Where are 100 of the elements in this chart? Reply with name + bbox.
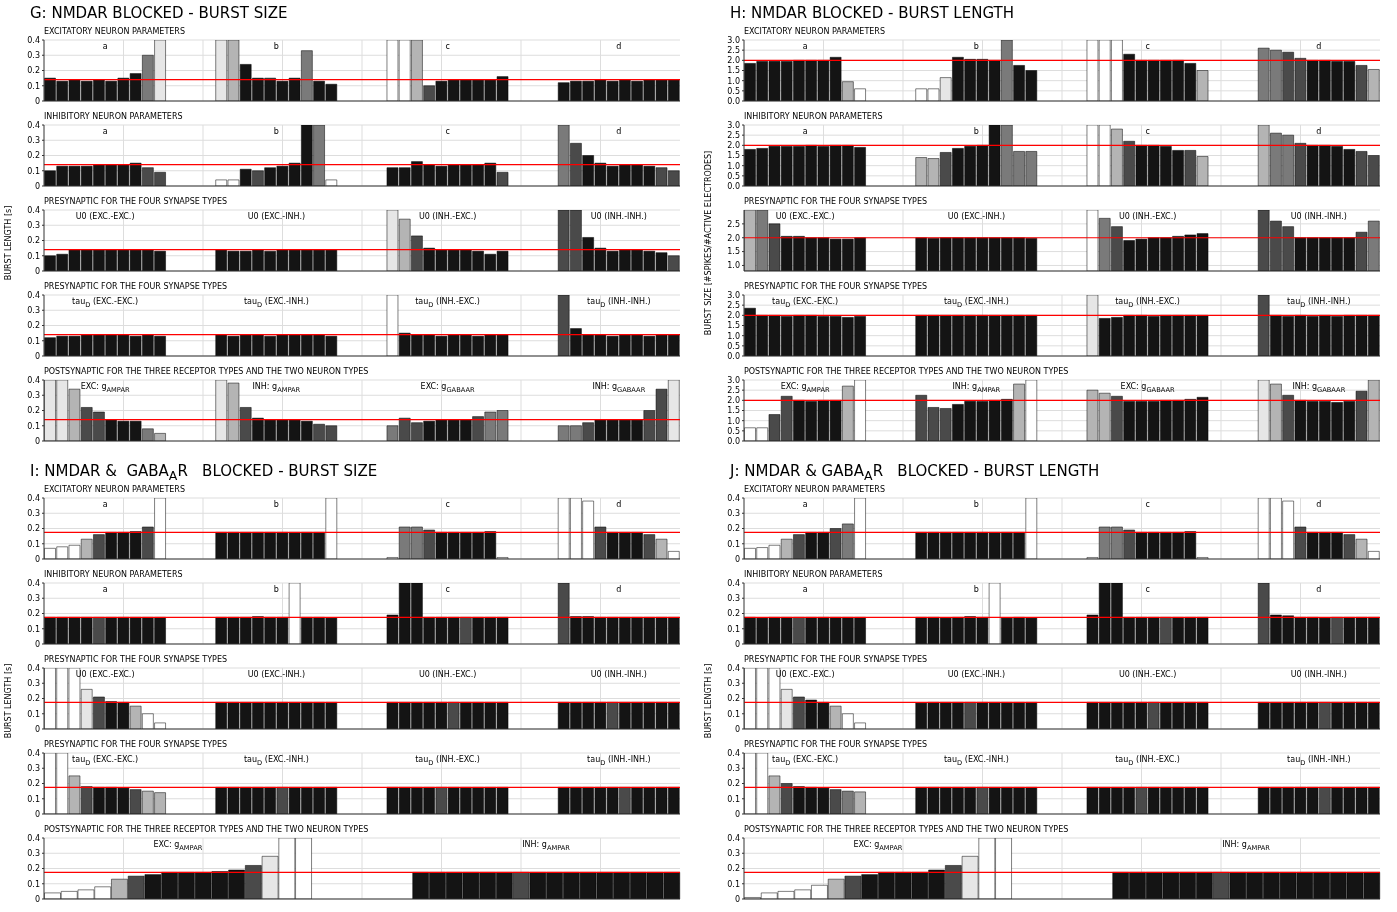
y-axis-title: BURST SIZE [#SPIKES/#ACTIVE ELECTRODES] [703,150,713,336]
annotation: U0 (INH.-EXC.) [417,212,478,221]
y-tick-label: 1.5 [727,151,740,161]
annotation: INH: g$_{AMPAR}$ [951,382,1002,394]
annotation: tau$_{D}$ (EXC.-EXC.) [71,297,140,309]
annotation: U0 (INH.-EXC.) [1117,670,1178,679]
chart-title: PRESYNAPTIC FOR THE FOUR SYNAPSE TYPES [744,197,928,206]
annotation: a [801,500,809,509]
y-tick-label: 2.5 [727,386,740,396]
y-tick-label: 0.2 [727,779,740,789]
y-tick-label: 0.3 [27,221,40,231]
y-tick-label: 1.5 [727,406,740,416]
y-tick-label: 0.2 [27,779,40,789]
y-tick-label: 0.2 [27,694,40,704]
y-tick-label: 0.4 [27,748,40,758]
annotation: EXC: g$_{GABAAR}$ [1119,382,1176,394]
y-tick-label: 2.0 [727,56,740,66]
y-tick-label: 0 [34,351,40,361]
y-tick-label: 0 [34,96,40,106]
y-tick-label: 0.2 [27,609,40,619]
annotation: a [101,42,109,51]
y-tick-label: 0.3 [727,679,740,689]
annotation: c [1144,500,1151,509]
y-tick-label: 0.5 [727,341,740,351]
annotation: a [801,585,809,594]
annotation: a [801,127,809,136]
y-tick-label: 3.0 [727,375,740,385]
y-tick-label: 0.3 [27,764,40,774]
annotation: tau$_{D}$ (INH.-INH.) [586,755,652,767]
y-tick-label: 0.4 [727,578,740,588]
annotation: c [1144,585,1151,594]
annotation: EXC: g$_{AMPAR}$ [852,840,904,852]
chart-title: POSTSYNAPTIC FOR THE THREE RECEPTOR TYPES AND THE TWO NEURON TYPES [44,367,369,376]
y-tick-label: 0 [34,809,40,819]
annotation: tau$_{D}$ (EXC.-EXC.) [71,755,140,767]
y-tick-label: 0 [34,436,40,446]
annotation: c [444,585,451,594]
annotation: U0 (EXC.-INH.) [246,670,307,679]
chart-title: PRESYNAPTIC FOR THE FOUR SYNAPSE TYPES [744,740,928,749]
y-tick-label: 0.2 [727,864,740,874]
annotation: a [101,585,109,594]
y-tick-label: 0.4 [727,493,740,503]
y-tick-label: 0.4 [27,663,40,673]
y-tick-label: 0.1 [27,251,40,261]
annotation: INH: g$_{AMPAR}$ [1221,840,1271,852]
y-tick-label: 0 [734,809,740,819]
y-tick-label: 0.4 [27,493,40,503]
chart-title: INHIBITORY NEURON PARAMETERS [44,112,183,121]
annotation: U0 (EXC.-EXC.) [774,670,836,679]
y-tick-label: 0.1 [27,421,40,431]
annotation: c [444,42,451,51]
y-tick-label: 2.5 [727,219,740,229]
annotation: c [1144,42,1151,51]
y-tick-label: 0.0 [727,96,740,106]
chart-title: INHIBITORY NEURON PARAMETERS [44,570,183,579]
annotation: b [972,585,980,594]
y-tick-label: 0.4 [727,748,740,758]
annotation: INH: g$_{GABAAR}$ [591,382,647,394]
annotation: tau$_{D}$ (INH.-EXC.) [1114,755,1181,767]
chart-title: PRESYNAPTIC FOR THE FOUR SYNAPSE TYPES [44,655,228,664]
y-axis-title: BURST LENGTH [s] [3,205,13,281]
y-tick-label: 0.1 [27,336,40,346]
y-tick-label: 0 [734,639,740,649]
annotation: tau$_{D}$ (INH.-INH.) [586,297,652,309]
chart-subtitle: EXCITATORY NEURON PARAMETERS [744,27,885,36]
y-tick-label: 0.4 [27,35,40,45]
annotation: b [272,500,280,509]
y-tick-label: 0.1 [27,539,40,549]
chart-title: G: NMDAR BLOCKED - BURST SIZE [30,4,288,22]
y-tick-label: 0.2 [727,609,740,619]
annotation: U0 (EXC.-EXC.) [74,670,136,679]
annotation: EXC: g$_{AMPAR}$ [779,382,831,394]
chart-title: PRESYNAPTIC FOR THE FOUR SYNAPSE TYPES [44,740,228,749]
annotation: tau$_{D}$ (EXC.-EXC.) [771,297,840,309]
annotation: tau$_{D}$ (EXC.-INH.) [943,297,1010,309]
annotation: INH: g$_{AMPAR}$ [521,840,571,852]
y-tick-label: 0.4 [727,833,740,843]
y-tick-label: 0 [34,554,40,564]
annotation: tau$_{D}$ (INH.-INH.) [1286,297,1352,309]
y-tick-label: 0.3 [27,849,40,859]
annotation: U0 (INH.-INH.) [589,670,648,679]
y-tick-label: 3.0 [727,290,740,300]
chart-subtitle: EXCITATORY NEURON PARAMETERS [44,485,185,494]
y-tick-label: 0.3 [727,849,740,859]
chart-title: INHIBITORY NEURON PARAMETERS [744,112,883,121]
y-tick-label: 0.2 [27,406,40,416]
y-tick-label: 0.3 [727,594,740,604]
y-tick-label: 0.1 [27,794,40,804]
y-tick-label: 0.5 [727,86,740,96]
annotation: b [972,500,980,509]
chart-title: POSTSYNAPTIC FOR THE THREE RECEPTOR TYPES AND THE TWO NEURON TYPES [744,367,1069,376]
y-tick-label: 0.4 [27,120,40,130]
y-tick-label: 0 [34,181,40,191]
y-tick-label: 2.0 [727,233,740,243]
annotation: tau$_{D}$ (EXC.-EXC.) [771,755,840,767]
annotation: d [615,500,623,509]
y-tick-label: 2.5 [727,131,740,141]
annotation: U0 (INH.-EXC.) [417,670,478,679]
annotation: d [1315,585,1323,594]
y-tick-label: 0.1 [727,624,740,634]
